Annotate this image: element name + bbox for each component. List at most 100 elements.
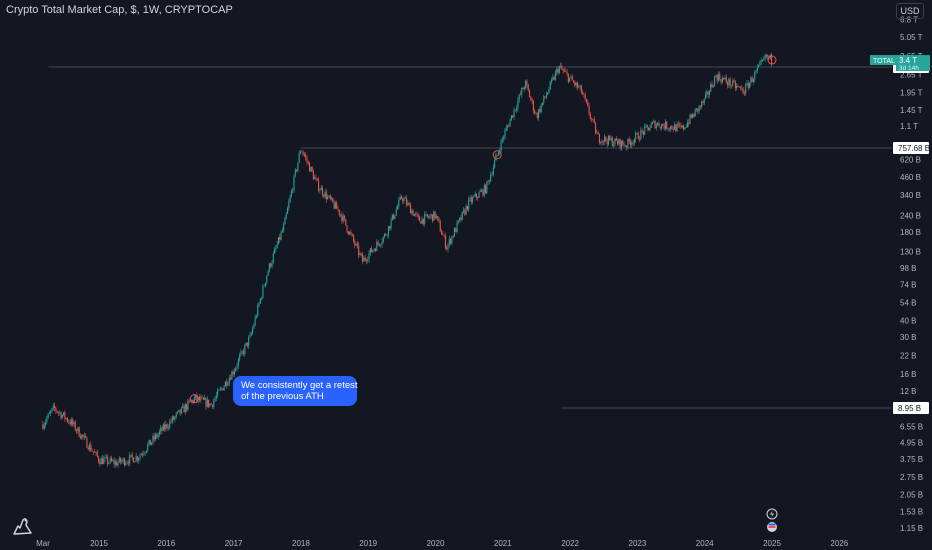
- candle-body: [425, 214, 427, 215]
- candle-body: [64, 412, 66, 419]
- candle-body: [204, 398, 206, 400]
- candle-body: [455, 228, 457, 232]
- candle-body: [466, 205, 468, 210]
- candle-body: [381, 241, 383, 245]
- candle-body: [759, 62, 761, 66]
- currency-button[interactable]: USD: [896, 3, 924, 19]
- flag-stripe-icon: [768, 523, 776, 526]
- candle-body: [315, 177, 317, 179]
- candle-body: [557, 69, 559, 73]
- candle-body: [447, 244, 449, 250]
- candle-body: [495, 154, 497, 161]
- candle-body: [694, 109, 696, 117]
- candle-body: [439, 221, 441, 232]
- candle-body: [390, 219, 392, 229]
- level-badge-label: 8.95 B: [898, 404, 921, 413]
- candle-body: [108, 462, 110, 464]
- candle-body: [631, 142, 633, 146]
- candle-body: [114, 461, 116, 465]
- candle-body: [592, 119, 594, 120]
- candle-body: [389, 226, 391, 229]
- candle-body: [574, 82, 576, 86]
- y-tick-label: 340 B: [900, 191, 921, 200]
- candle-body: [639, 139, 641, 140]
- candle-body: [43, 424, 45, 429]
- price-axis: 6.8 T5.05 T3.65 T2.65 T1.95 T1.45 T1.1 T…: [900, 15, 923, 533]
- tradingview-logo-icon[interactable]: [12, 516, 34, 536]
- candle-body: [492, 167, 494, 175]
- candle-body: [641, 130, 643, 132]
- candle-body: [418, 216, 421, 222]
- candle-body: [253, 325, 255, 329]
- candle-body: [186, 404, 188, 410]
- candle-body: [368, 253, 370, 260]
- candle-body: [170, 421, 172, 422]
- candle-body: [99, 461, 101, 465]
- candle-body: [42, 424, 44, 429]
- candle-body: [692, 114, 694, 118]
- candle-body: [450, 238, 452, 244]
- candle-body: [629, 141, 632, 146]
- candle-body: [496, 154, 498, 156]
- candle-body: [469, 197, 471, 200]
- candle-body: [316, 178, 318, 181]
- x-tick-label: 2017: [225, 539, 243, 548]
- candle-body: [248, 337, 250, 346]
- candle-body: [157, 434, 159, 438]
- candle-body: [380, 244, 382, 246]
- candle-body: [576, 82, 578, 88]
- candle-body: [472, 197, 474, 203]
- candle-body: [90, 444, 92, 451]
- candle-body: [714, 76, 716, 87]
- candle-body: [154, 434, 157, 440]
- candle-body: [86, 437, 88, 448]
- candle-body: [192, 400, 194, 403]
- candle-body: [373, 249, 375, 251]
- candle-body: [279, 236, 281, 240]
- candle-body: [308, 162, 311, 172]
- candle-body: [152, 436, 154, 443]
- candle-body: [241, 351, 243, 352]
- candle-body: [619, 139, 621, 148]
- candle-body: [606, 140, 608, 145]
- candle-body: [435, 216, 437, 219]
- candle-body: [530, 97, 532, 100]
- candle-body: [729, 79, 731, 87]
- candle-body: [657, 123, 659, 126]
- candle-body: [478, 192, 480, 198]
- candle-body: [286, 208, 289, 214]
- candle-body: [535, 113, 537, 115]
- candle-body: [139, 455, 141, 459]
- candle-body: [69, 422, 71, 425]
- candlesticks: [42, 52, 773, 469]
- candle-body: [91, 450, 93, 452]
- candle-body: [739, 87, 742, 88]
- candle-body: [479, 191, 481, 193]
- annotation-callout[interactable]: We consistently get a retest of the prev…: [233, 376, 358, 406]
- candle-body: [683, 125, 685, 130]
- candle-body: [503, 137, 505, 139]
- candle-body: [443, 235, 445, 236]
- candle-body: [481, 189, 483, 192]
- candle-body: [95, 451, 97, 453]
- candle-body: [142, 454, 144, 455]
- candle-body: [164, 424, 166, 430]
- candle-body: [110, 458, 113, 462]
- candle-body: [356, 243, 358, 246]
- candle-body: [765, 54, 767, 57]
- candle-body: [474, 193, 476, 197]
- candle-body: [284, 217, 286, 225]
- candle-body: [334, 202, 336, 209]
- candle-body: [554, 72, 556, 80]
- candle-body: [558, 66, 560, 73]
- candle-body: [509, 119, 511, 127]
- current-price-badge: [896, 55, 930, 72]
- candle-body: [400, 196, 402, 199]
- candle-body: [486, 181, 488, 194]
- candle-body: [457, 220, 459, 223]
- candle-body: [732, 80, 734, 86]
- candle-body: [303, 154, 305, 156]
- candle-body: [413, 214, 415, 216]
- candle-body: [118, 457, 120, 463]
